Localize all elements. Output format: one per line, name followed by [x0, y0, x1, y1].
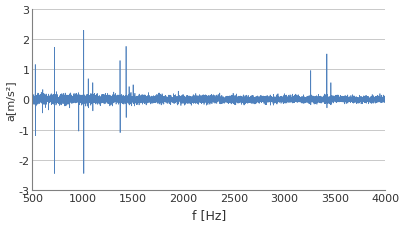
X-axis label: f [Hz]: f [Hz] — [192, 209, 226, 222]
Y-axis label: a[m/s²]: a[m/s²] — [6, 80, 15, 120]
